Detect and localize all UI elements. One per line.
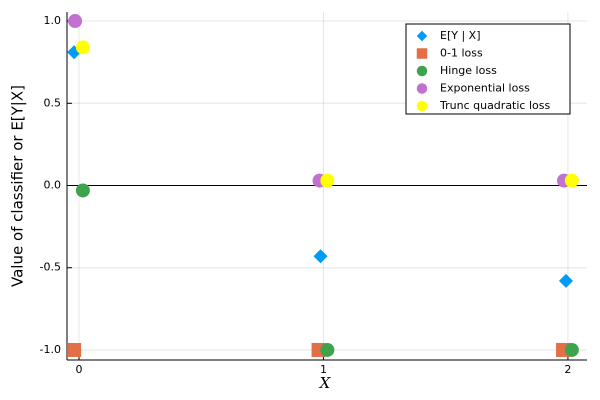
legend-marker [416, 48, 428, 59]
legend-marker [416, 100, 428, 112]
y-tick-label: -1.0 [40, 343, 61, 356]
y-axis-label: Value of classifier or E[Y|X] [9, 85, 27, 287]
x-axis-label: X [319, 374, 332, 392]
marker [68, 14, 83, 29]
marker [67, 342, 82, 357]
marker [564, 173, 579, 188]
marker [320, 342, 335, 357]
x-tick-label: 2 [564, 363, 571, 376]
y-tick-label: 0.0 [44, 179, 62, 192]
y-tick-label: -0.5 [40, 261, 61, 274]
legend-label: 0-1 loss [440, 47, 483, 60]
marker [75, 40, 90, 55]
legend-label: E[Y | X] [440, 29, 481, 42]
x-tick-label: 1 [320, 363, 327, 376]
legend-marker [416, 65, 428, 77]
legend-label: Exponential loss [440, 82, 530, 95]
marker [564, 342, 579, 357]
legend-marker [416, 83, 428, 94]
y-tick-label: 1.0 [44, 14, 62, 27]
marker [320, 173, 335, 188]
legend-label: Hinge loss [440, 64, 497, 77]
legend: E[Y | X] 0-1 loss Hinge loss Exponential lo… [405, 23, 571, 115]
x-tick-label: 0 [75, 363, 82, 376]
marker [313, 249, 328, 264]
marker [75, 183, 90, 198]
y-tick-label: 0.5 [44, 96, 62, 109]
legend-marker [416, 30, 428, 42]
marker [558, 273, 573, 288]
legend-label: Trunc quadratic loss [439, 99, 550, 112]
legend-box [405, 23, 571, 115]
